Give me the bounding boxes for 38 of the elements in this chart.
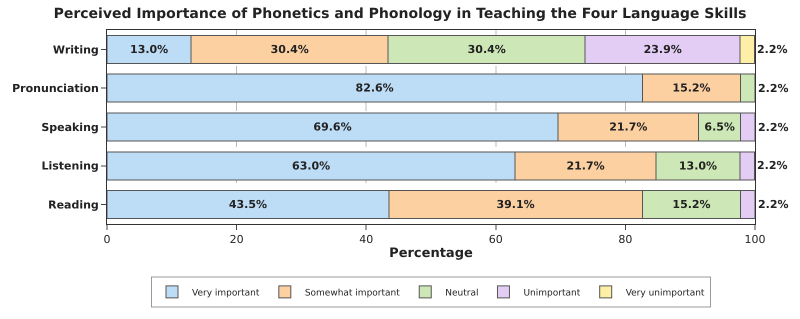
data-label: 13.0% (130, 42, 168, 56)
y-tick-label: Speaking (41, 120, 99, 134)
legend-label: Unimportant (523, 288, 581, 298)
data-label: 30.4% (468, 42, 506, 56)
legend-label: Somewhat important (304, 288, 400, 298)
data-label: 6.5% (704, 120, 735, 134)
x-tick-label: 100 (744, 233, 766, 246)
data-label: 63.0% (292, 159, 330, 172)
data-label: 23.9% (644, 42, 682, 56)
x-tick-label: 20 (230, 233, 244, 246)
data-label: 30.4% (270, 42, 309, 56)
legend-label: Very important (192, 288, 260, 298)
data-label: 2.2% (757, 43, 788, 56)
x-tick-label: 80 (618, 233, 632, 246)
data-label: 15.2% (672, 198, 711, 212)
legend-label: Very unimportant (626, 288, 705, 298)
x-tick-label: 40 (359, 233, 374, 246)
data-label: 21.7% (566, 159, 605, 172)
data-label: 13.0% (678, 159, 718, 172)
data-label: 2.2% (758, 82, 789, 95)
y-tick-label: Pronunciation (12, 82, 99, 96)
data-label: 2.2% (757, 159, 788, 172)
data-label: 69.6% (313, 120, 352, 134)
data-label: 21.7% (609, 120, 648, 134)
legend-label: Neutral (445, 288, 478, 298)
y-tick-label: Reading (48, 198, 99, 212)
x-axis-title: Percentage (389, 246, 473, 261)
data-label: 2.2% (758, 121, 789, 134)
y-tick-label: Writing (52, 43, 99, 56)
data-label: 39.1% (496, 198, 535, 212)
data-label: 82.6% (356, 82, 394, 95)
y-tick-label: Listening (41, 160, 99, 173)
data-label: 15.2% (672, 82, 711, 95)
data-label: 43.5% (228, 198, 268, 212)
data-label: 2.2% (758, 198, 789, 211)
x-tick-label: 60 (488, 233, 503, 246)
x-tick-label: 0 (104, 233, 110, 246)
chart-title: Perceived Importance of Phonetics and Phonology in Teaching the Four Language Skills (54, 6, 746, 22)
